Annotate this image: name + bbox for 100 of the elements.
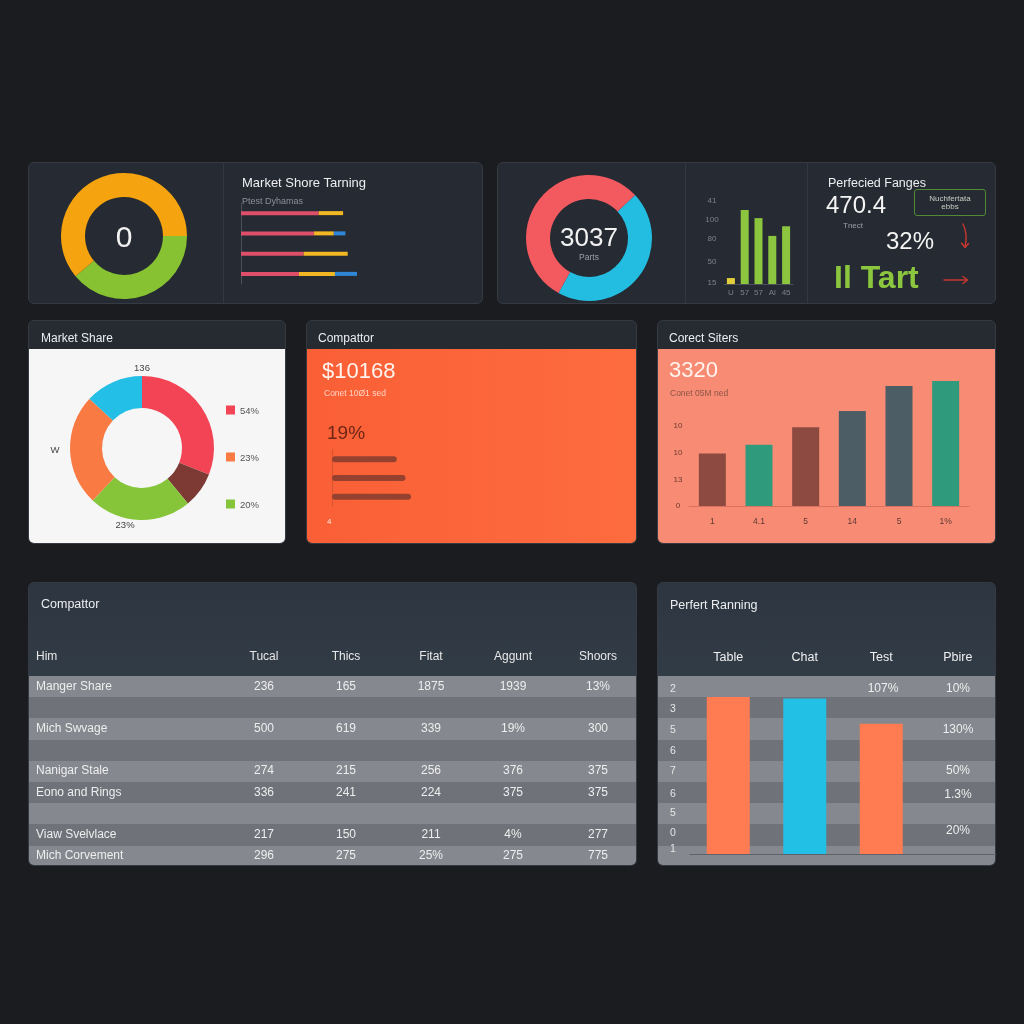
text: Parts	[579, 252, 599, 262]
text: 6	[670, 787, 677, 799]
text: 32%	[886, 226, 935, 254]
text: 19%	[500, 721, 526, 735]
text: 4	[327, 516, 332, 526]
text: 0	[675, 501, 681, 510]
bar	[318, 211, 344, 216]
text: 10%	[945, 681, 971, 695]
category-label: Eono and Rings	[36, 784, 122, 799]
annotation: 130%	[942, 721, 974, 736]
chart-title: Compattor	[318, 331, 375, 345]
chart-subtitle: Ptest Dyhamas	[242, 195, 304, 206]
x-tick-label: 5	[803, 515, 809, 526]
x-tick-label: 57	[754, 287, 764, 297]
chart-title: Market Share	[41, 331, 114, 345]
annotation: 3320	[669, 356, 718, 382]
text: 13%	[585, 678, 611, 693]
text: W	[50, 443, 60, 455]
text: 277	[587, 827, 609, 841]
text: 25%	[418, 848, 444, 863]
bar	[740, 210, 749, 284]
category-label: Nanigar Stale	[36, 763, 109, 778]
text: Him	[36, 649, 58, 663]
x-tick-label: Al	[768, 287, 777, 297]
bar	[698, 453, 726, 506]
text: 215	[335, 763, 357, 778]
text: 19%	[327, 421, 366, 443]
text: 619	[335, 721, 357, 735]
bar	[782, 226, 791, 284]
category-label: Shoors	[578, 649, 618, 663]
bar	[299, 271, 335, 276]
bar	[241, 231, 315, 236]
bar	[314, 231, 334, 236]
x-tick-label: 57	[740, 287, 750, 297]
x-tick-label: U	[728, 287, 735, 297]
legend-label: 54%	[240, 404, 260, 416]
category-label: Tucal	[249, 649, 279, 663]
text: 5	[670, 722, 677, 735]
text: 10	[673, 420, 683, 430]
text: 5	[670, 806, 677, 818]
text: 100	[705, 214, 720, 224]
text: 375	[587, 763, 609, 778]
text: 6	[670, 744, 677, 756]
annotation: Conet 05M ned	[670, 388, 729, 398]
x-tick-label: 1%	[939, 515, 953, 526]
bar	[241, 271, 299, 276]
text: 15	[707, 277, 717, 287]
bar	[334, 271, 357, 276]
legend-label: 20%	[240, 498, 260, 510]
text: 500	[253, 721, 275, 735]
x-tick-label: Table	[713, 649, 744, 664]
text: 275	[502, 848, 524, 863]
category-label: Thics	[331, 649, 361, 663]
text: Perfecied Fanges	[828, 175, 926, 190]
x-tick-label: 1	[709, 515, 715, 526]
x-tick-label: 4.1	[753, 515, 766, 526]
bar	[768, 235, 777, 284]
legend-label: 23%	[240, 451, 260, 463]
x-tick-label: 45	[781, 287, 792, 297]
text: 2	[670, 682, 677, 694]
bar	[241, 251, 304, 256]
bar	[932, 381, 960, 506]
text: Tnect	[843, 220, 864, 230]
category-label: Aggunt	[493, 649, 533, 663]
text: 275	[335, 848, 357, 863]
text: 775	[587, 848, 609, 863]
text: 241	[335, 784, 357, 799]
text: 1939	[499, 678, 527, 693]
chart-title: Perfert Ranning	[670, 597, 758, 612]
text: 217	[253, 827, 275, 841]
x-tick-label: 5	[896, 515, 902, 526]
text: 1	[670, 842, 677, 854]
text: 300	[587, 721, 609, 735]
bar	[303, 251, 348, 256]
annotation: 1.3%	[944, 786, 972, 801]
text: 296	[253, 848, 275, 863]
x-tick-label: Pbire	[943, 649, 973, 664]
text: 41	[707, 195, 717, 205]
text: 150	[335, 827, 357, 841]
text: 470.4	[826, 190, 887, 218]
text: 274	[253, 763, 275, 778]
text: 50	[707, 256, 717, 266]
text: 0	[670, 826, 677, 838]
category-label: Mich Corvement	[36, 848, 124, 863]
bar	[726, 278, 735, 284]
bar	[754, 218, 763, 284]
text: 3037	[560, 222, 618, 252]
text: 211	[421, 827, 441, 841]
text: 1875	[417, 678, 445, 693]
text: 375	[587, 784, 609, 799]
text: 339	[420, 721, 442, 735]
bar	[838, 411, 866, 506]
text: $10168	[322, 357, 396, 383]
text: 3	[670, 702, 677, 714]
x-tick-label: Chat	[791, 649, 819, 664]
chart-title: Market Shore Tarning	[242, 175, 367, 190]
chart-title: Corect Siters	[669, 331, 739, 345]
text: Compattor	[41, 596, 100, 611]
category-label: Fitat	[419, 649, 444, 663]
text: 0	[115, 219, 133, 253]
